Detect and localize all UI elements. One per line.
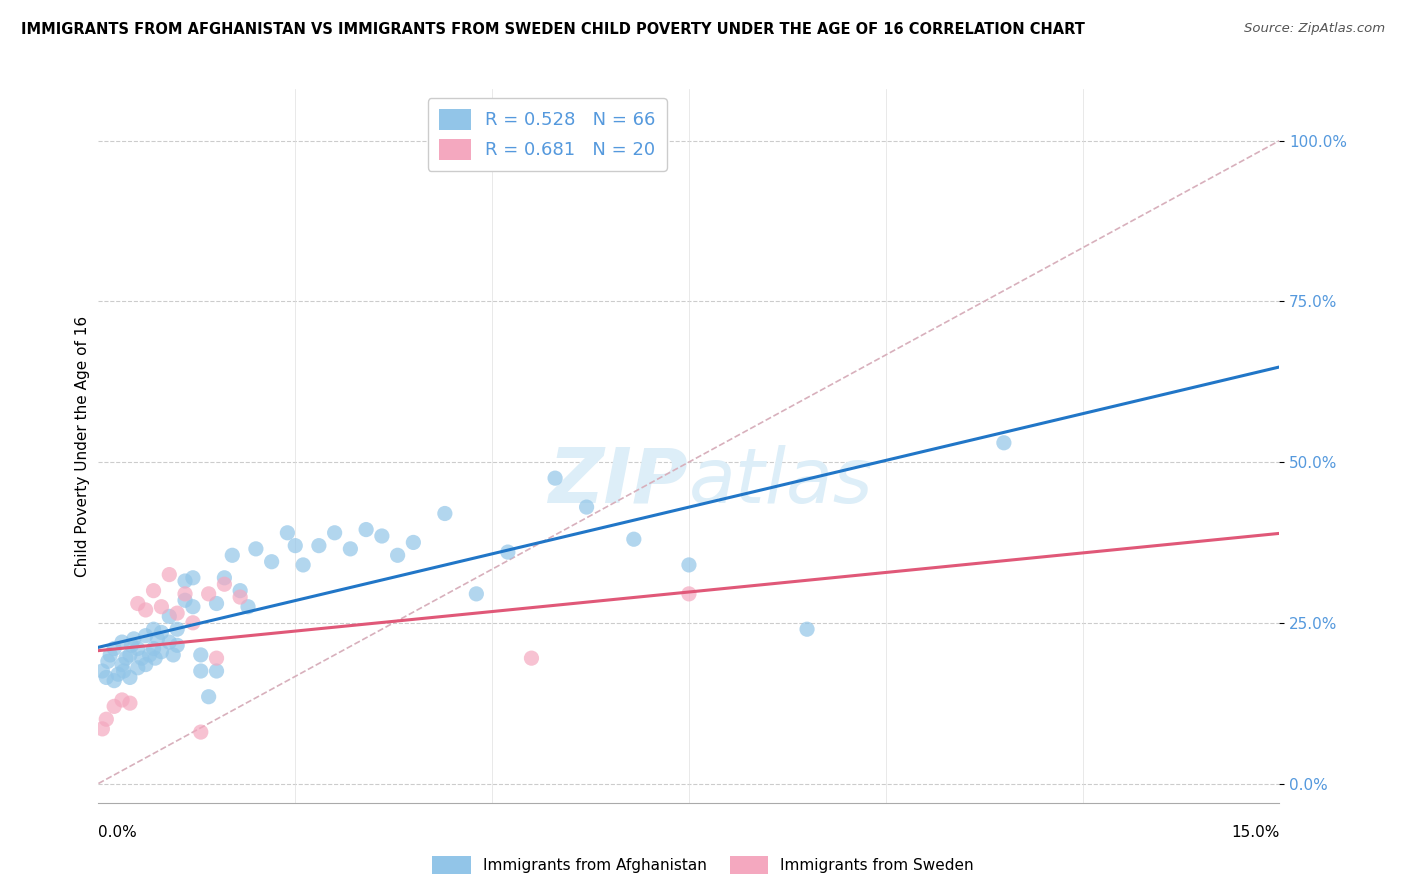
Point [796,622,818,636]
Point [166,606,188,620]
Point [121,638,143,652]
Point [214,577,236,591]
Point [181,599,204,614]
Point [229,583,252,598]
Point [103,641,125,656]
Point [678,558,700,572]
Point [135,629,157,643]
Point [150,625,173,640]
Point [190,648,212,662]
Point [181,615,204,630]
Point [308,539,330,553]
Point [96,670,118,684]
Point [197,587,219,601]
Point [181,571,204,585]
Point [229,590,252,604]
Point [98,648,121,662]
Point [118,648,141,662]
Point [143,651,166,665]
Point [205,597,228,611]
Point [402,535,425,549]
Legend: Immigrants from Afghanistan, Immigrants from Sweden: Immigrants from Afghanistan, Immigrants … [426,850,980,880]
Point [142,641,165,656]
Point [993,435,1015,450]
Point [103,699,125,714]
Point [433,507,456,521]
Point [245,541,267,556]
Point [214,571,236,585]
Point [284,539,307,553]
Point [678,587,700,601]
Point [150,645,173,659]
Point [166,622,188,636]
Point [122,632,145,646]
Point [131,651,153,665]
Text: IMMIGRANTS FROM AFGHANISTAN VS IMMIGRANTS FROM SWEDEN CHILD POVERTY UNDER THE AG: IMMIGRANTS FROM AFGHANISTAN VS IMMIGRANT… [21,22,1085,37]
Point [190,664,212,678]
Point [174,574,197,588]
Point [520,651,543,665]
Point [135,657,157,672]
Point [276,525,298,540]
Point [118,670,141,684]
Text: Source: ZipAtlas.com: Source: ZipAtlas.com [1244,22,1385,36]
Point [623,533,645,547]
Text: atlas: atlas [689,445,873,518]
Point [544,471,567,485]
Text: 15.0%: 15.0% [1232,825,1279,840]
Point [197,690,219,704]
Point [127,597,149,611]
Text: 0.0%: 0.0% [98,825,138,840]
Point [157,609,180,624]
Point [150,599,173,614]
Point [323,525,346,540]
Point [111,693,134,707]
Point [205,651,228,665]
Text: ZIP: ZIP [550,445,689,518]
Point [112,664,135,678]
Point [260,555,283,569]
Point [146,632,169,646]
Point [205,664,228,678]
Point [157,635,180,649]
Point [174,587,197,601]
Point [138,648,160,662]
Point [127,641,149,656]
Point [91,722,114,736]
Point [97,654,120,668]
Point [236,599,259,614]
Point [91,664,114,678]
Point [103,673,125,688]
Point [354,523,377,537]
Point [142,583,165,598]
Point [162,648,184,662]
Legend: R = 0.528   N = 66, R = 0.681   N = 20: R = 0.528 N = 66, R = 0.681 N = 20 [427,98,666,170]
Point [174,593,197,607]
Point [142,622,165,636]
Point [575,500,598,514]
Point [221,549,243,563]
Point [107,667,129,681]
Point [135,603,157,617]
Point [111,657,134,672]
Point [118,696,141,710]
Point [127,661,149,675]
Point [115,651,138,665]
Point [292,558,315,572]
Point [465,587,488,601]
Point [496,545,519,559]
Y-axis label: Child Poverty Under the Age of 16: Child Poverty Under the Age of 16 [75,316,90,576]
Point [387,549,409,563]
Point [190,725,212,739]
Point [96,712,118,726]
Point [166,638,188,652]
Point [371,529,394,543]
Point [339,541,361,556]
Point [157,567,180,582]
Point [111,635,134,649]
